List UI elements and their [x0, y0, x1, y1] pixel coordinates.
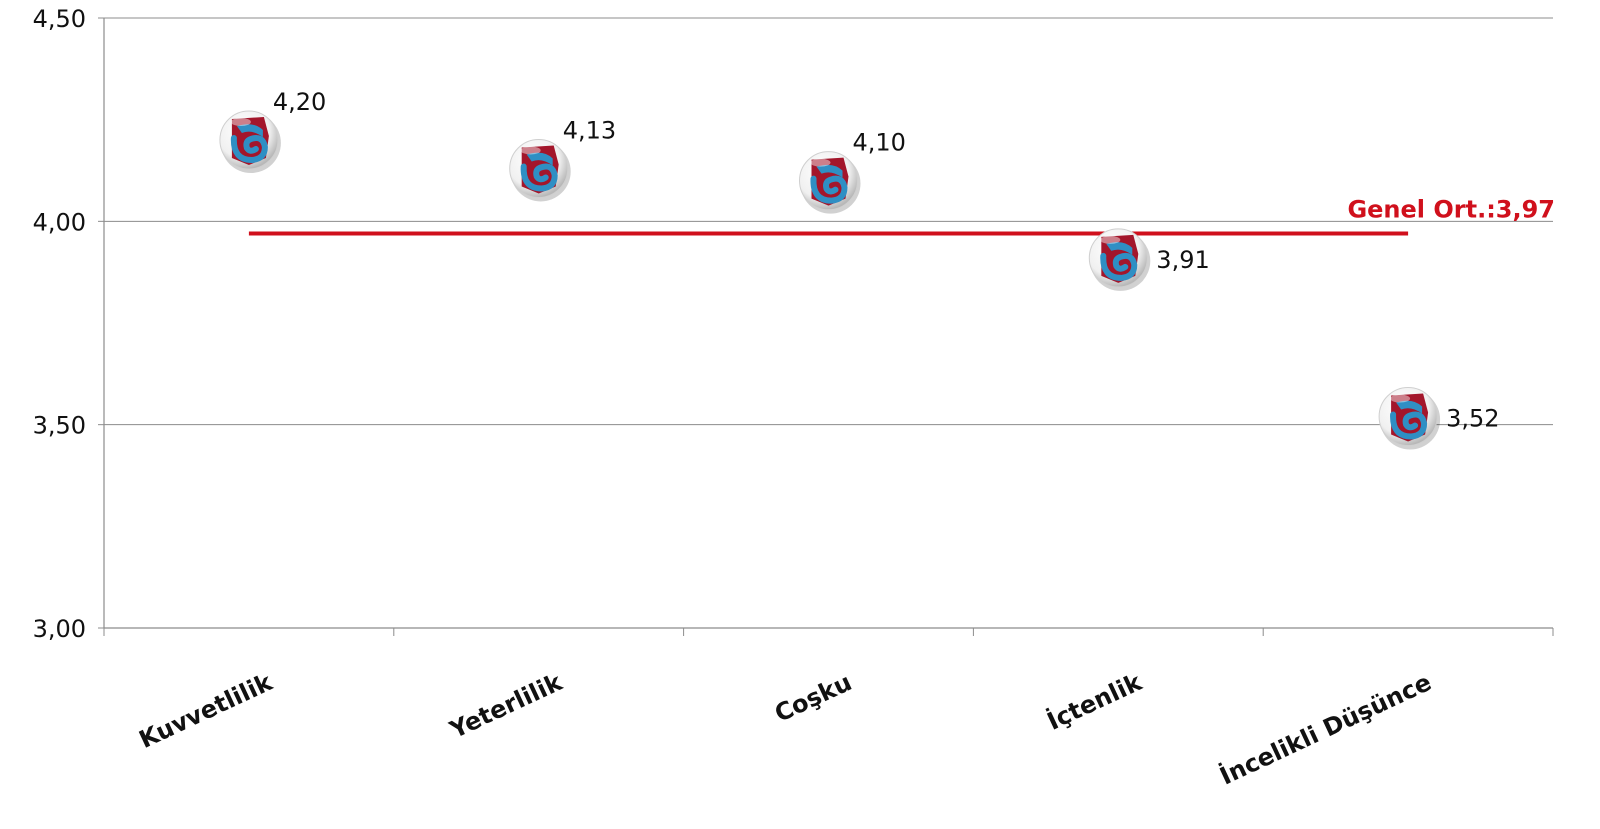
data-point-club-crest-icon: [1378, 387, 1441, 450]
data-value-label: 4,13: [563, 116, 616, 144]
y-tick-label: 4,50: [33, 5, 86, 33]
data-value-label: 4,10: [853, 129, 906, 157]
x-category-label: Kuvvetlilik: [135, 668, 278, 754]
data-value-label: 3,52: [1446, 405, 1499, 433]
x-category-label: Yeterlilik: [445, 668, 567, 745]
data-value-label: 3,91: [1156, 246, 1209, 274]
x-axis-categories: Kuvvetlilik Yeterlilik Coşku İçtenlik İnceli…: [135, 667, 1436, 791]
gridlines: [104, 17, 1553, 426]
y-tick-label: 4,00: [33, 208, 86, 236]
reference-line-group: Genel Ort.:3,97: [248, 196, 1555, 236]
data-labels: 4,20 4,13 4,10 3,91 3,52: [273, 88, 1500, 433]
data-point-club-crest-icon: [799, 151, 861, 214]
data-point-club-crest-icon: [509, 138, 571, 202]
data-value-label: 4,20: [273, 88, 326, 116]
x-category-label: İncelikli Düşünce: [1215, 667, 1435, 790]
y-axis-ticks: 3,00 3,50 4,00 4,50: [33, 5, 86, 643]
x-category-label: İçtenlik: [1043, 667, 1147, 736]
data-point-club-crest-icon: [1088, 228, 1151, 291]
x-category-label: Coşku: [770, 668, 856, 728]
data-point-club-crest-icon: [219, 110, 281, 173]
data-points: [219, 110, 1441, 450]
average-label: Genel Ort.:3,97: [1347, 196, 1555, 224]
y-tick-label: 3,50: [33, 412, 86, 440]
axes: [98, 17, 1554, 636]
y-tick-label: 3,00: [33, 615, 86, 643]
